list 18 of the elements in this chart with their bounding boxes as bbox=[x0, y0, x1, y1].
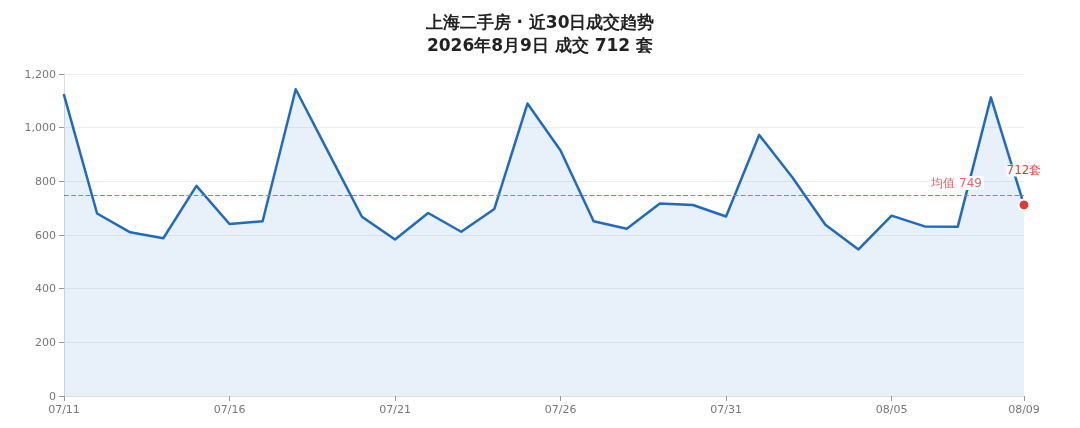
y-tick-label: 600 bbox=[35, 228, 56, 242]
x-tick-label: 07/31 bbox=[710, 403, 742, 416]
x-tick-label: 07/26 bbox=[544, 403, 577, 416]
x-tick-label: 07/21 bbox=[379, 403, 411, 416]
ref-line-label: 均值 749 bbox=[930, 176, 982, 191]
x-tick-label: 07/11 bbox=[48, 403, 80, 416]
annotation: 712套 bbox=[1006, 163, 1042, 178]
y-tick-label: 1,000 bbox=[24, 121, 56, 135]
x-tick-label: 08/09 bbox=[1008, 403, 1040, 416]
x-tick-label: 07/16 bbox=[213, 403, 246, 416]
chart-subtitle: 2026年8月9日 成交 712 套 bbox=[426, 34, 654, 55]
y-tick-label: 800 bbox=[35, 174, 56, 188]
y-tick-label: 400 bbox=[35, 282, 56, 296]
y-tick-label: 200 bbox=[35, 335, 56, 349]
chart-title: 上海二手房 · 近30日成交趋势 bbox=[424, 11, 655, 32]
y-tick-label: 0 bbox=[49, 389, 56, 403]
y-tick-label: 1,200 bbox=[24, 67, 56, 81]
x-tick-label: 08/05 bbox=[875, 403, 908, 416]
